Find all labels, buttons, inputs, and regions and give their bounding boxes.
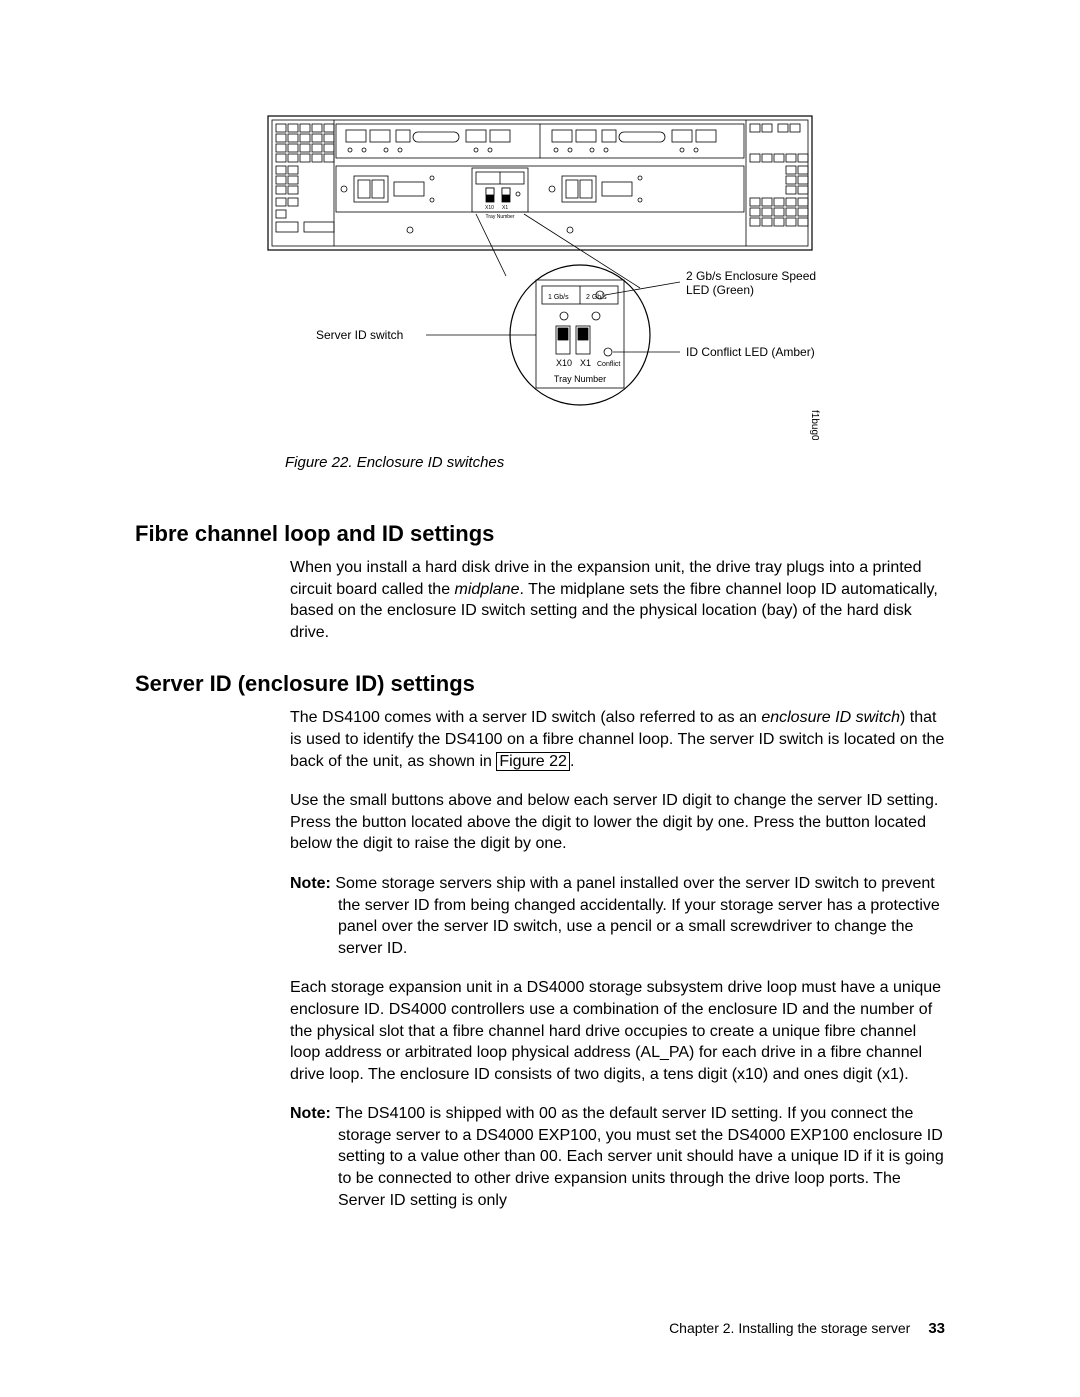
footer-chapter: Chapter 2. Installing the storage server (669, 1320, 910, 1336)
svg-text:Conflict: Conflict (597, 361, 620, 368)
fibre-p1: When you install a hard disk drive in th… (290, 557, 945, 643)
label-conflict-led: ID Conflict LED (Amber) (686, 345, 815, 359)
footer-page-number: 33 (928, 1320, 945, 1337)
heading-fibre: Fibre channel loop and ID settings (135, 521, 945, 547)
body-serverid: The DS4100 comes with a server ID switch… (290, 707, 945, 1211)
serverid-note1: Note: Some storage servers ship with a p… (290, 873, 945, 959)
figure-code: f1bug046 (809, 410, 820, 440)
page-footer: Chapter 2. Installing the storage server… (0, 1320, 1080, 1337)
serverid-p1-a: The DS4100 comes with a server ID switch… (290, 709, 761, 726)
label-speed-led-1: 2 Gb/s Enclosure Speed (686, 269, 816, 283)
body-fibre: When you install a hard disk drive in th… (290, 557, 945, 643)
svg-text:Tray Number: Tray Number (486, 214, 515, 220)
figure-caption: Figure 22. Enclosure ID switches (285, 454, 504, 471)
note2-body: The DS4100 is shipped with 00 as the def… (335, 1105, 943, 1208)
svg-text:X10: X10 (485, 205, 494, 211)
figure-block: X10 X1 Tray Number (135, 110, 945, 471)
serverid-p1-italic: enclosure ID switch (761, 709, 900, 726)
note2-label: Note: (290, 1105, 331, 1122)
note1-body: Some storage servers ship with a panel i… (335, 875, 939, 957)
figure-22-link[interactable]: Figure 22 (496, 752, 570, 771)
enclosure-figure: X10 X1 Tray Number (260, 110, 820, 440)
heading-serverid: Server ID (enclosure ID) settings (135, 671, 945, 697)
serverid-p3: Each storage expansion unit in a DS4000 … (290, 977, 945, 1085)
label-speed-led-2: LED (Green) (686, 283, 754, 297)
serverid-p2: Use the small buttons above and below ea… (290, 790, 945, 855)
serverid-note2: Note: The DS4100 is shipped with 00 as t… (290, 1103, 945, 1211)
page: X10 X1 Tray Number (0, 0, 1080, 1397)
svg-text:X10: X10 (556, 358, 572, 368)
note1-label: Note: (290, 875, 331, 892)
svg-text:X1: X1 (580, 358, 591, 368)
svg-text:1 Gb/s: 1 Gb/s (548, 294, 569, 301)
svg-text:Tray Number: Tray Number (554, 374, 606, 384)
fibre-p1-italic: midplane (455, 581, 520, 598)
serverid-p1-c: . (570, 753, 574, 770)
label-server-id-switch: Server ID switch (316, 328, 403, 342)
serverid-p1: The DS4100 comes with a server ID switch… (290, 707, 945, 772)
svg-text:X1: X1 (502, 205, 508, 211)
svg-text:2 Gb/s: 2 Gb/s (586, 294, 607, 301)
